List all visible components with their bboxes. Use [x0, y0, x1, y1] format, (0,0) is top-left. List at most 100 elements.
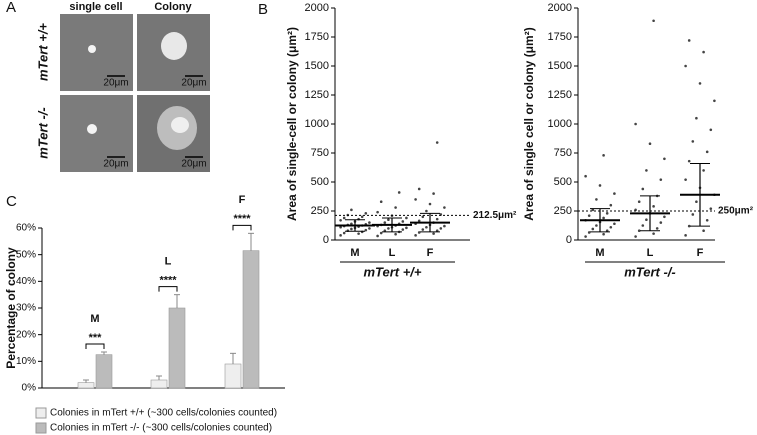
x-tick-label: L [647, 247, 654, 259]
point [397, 191, 401, 194]
x-tick-label: M [595, 247, 604, 259]
point [342, 231, 346, 235]
x-tick-label: L [165, 256, 172, 268]
point [417, 219, 421, 223]
point [414, 198, 417, 201]
y-tick-label: 50% [16, 249, 36, 260]
point [602, 216, 605, 220]
significance-label: **** [159, 275, 177, 287]
y-tick-label: 2000 [305, 2, 329, 14]
y-tick-label: 1000 [305, 118, 329, 130]
point [435, 141, 439, 144]
cell [87, 124, 97, 134]
point [350, 208, 353, 212]
point [368, 227, 371, 230]
point [394, 206, 397, 209]
y-tick-label: 500 [554, 176, 572, 188]
bar [150, 379, 168, 389]
y-tick-label: 500 [311, 176, 329, 188]
significance-label: **** [233, 213, 251, 225]
y-tick-label: 1500 [548, 60, 572, 72]
point [425, 225, 428, 229]
point [364, 212, 368, 215]
point [598, 184, 602, 187]
y-tick-label: 60% [16, 223, 36, 234]
point [641, 224, 645, 227]
row-label: mTert -/- [35, 107, 50, 159]
point [691, 140, 695, 143]
x-tick-label: F [697, 247, 704, 259]
point [417, 187, 421, 191]
point [609, 225, 613, 229]
y-tick-label: 250 [554, 205, 572, 217]
point [428, 202, 432, 206]
significance-bracket [85, 343, 105, 349]
y-tick-label: 1000 [548, 118, 572, 130]
point [602, 154, 605, 157]
point [702, 169, 705, 172]
point [702, 50, 705, 54]
point [587, 214, 591, 217]
point [584, 235, 587, 238]
point [339, 234, 342, 237]
point [387, 227, 390, 230]
point [709, 207, 713, 210]
point [684, 178, 687, 181]
point [364, 228, 368, 232]
y-tick-label: 20% [16, 329, 36, 340]
image [60, 14, 133, 91]
x-tick-label: L [389, 247, 396, 259]
image [60, 95, 133, 172]
cell [88, 45, 96, 53]
point [443, 206, 446, 209]
x-tick-label: F [427, 247, 434, 259]
point [641, 187, 645, 191]
point [637, 229, 641, 233]
y-axis-label: Area of single-cell or colony (μm²) [285, 27, 299, 221]
point [432, 192, 435, 195]
point [663, 157, 666, 161]
point [435, 229, 439, 233]
y-tick-label: 1250 [548, 89, 572, 101]
point [652, 205, 655, 208]
point [339, 218, 342, 222]
micrographs: 20μm 20μm 20μm 20μm [60, 14, 210, 172]
y-tick-label: 2000 [548, 2, 572, 14]
y-tick-label: 250 [311, 205, 329, 217]
point [387, 218, 390, 221]
point [350, 227, 353, 231]
x-axis-label: mTert +/+ [363, 264, 421, 279]
point [432, 232, 435, 235]
point [350, 222, 353, 226]
scale-bar-label: 20μm [181, 78, 206, 89]
point [360, 215, 364, 219]
point [595, 224, 598, 227]
point [698, 82, 702, 85]
point [705, 150, 709, 154]
point [687, 224, 691, 228]
point [605, 229, 609, 233]
legend-swatch [35, 422, 47, 434]
point [687, 39, 691, 42]
point [591, 227, 595, 231]
point [435, 217, 439, 221]
point [376, 234, 379, 238]
point [659, 178, 663, 181]
legend-swatch [35, 407, 47, 419]
point [376, 210, 379, 214]
y-tick-label: 0 [566, 234, 572, 246]
point [417, 231, 421, 234]
y-tick-label: 0 [323, 234, 329, 246]
point [379, 231, 383, 235]
point [659, 221, 663, 224]
bar [242, 250, 260, 389]
panel-label: C [6, 193, 17, 210]
point [401, 228, 405, 231]
point [652, 232, 655, 235]
point [663, 215, 666, 219]
y-tick-label: 1750 [305, 31, 329, 43]
point [652, 19, 655, 23]
panel-label: A [6, 0, 16, 16]
scale-bar-label: 20μm [103, 78, 128, 89]
